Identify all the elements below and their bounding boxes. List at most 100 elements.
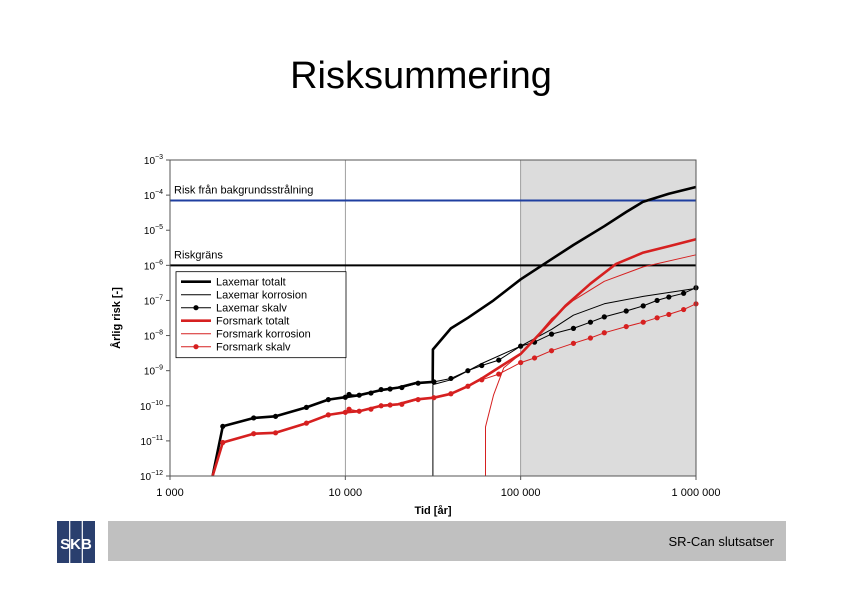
- series-point: [387, 386, 393, 392]
- y-tick-exponent: −6: [155, 259, 163, 266]
- y-tick-exponent: −10: [151, 400, 163, 407]
- y-tick-label: 10−4: [144, 189, 163, 202]
- x-axis-label: Tid [år]: [414, 505, 451, 517]
- plot-frame: [169, 159, 697, 477]
- series-point: [479, 377, 485, 383]
- series-point: [479, 362, 485, 369]
- series-point: [220, 423, 226, 429]
- series-point: [640, 303, 646, 309]
- y-tick-base: 10: [144, 367, 156, 378]
- y-tick-label: 10−6: [144, 259, 163, 272]
- y-tick-label: 10−12: [140, 470, 163, 483]
- series-point: [496, 357, 502, 363]
- x-tick-label: 1 000 000: [672, 487, 721, 499]
- series-point: [346, 391, 352, 398]
- series-point: [601, 314, 607, 320]
- legend-marker: [193, 344, 199, 350]
- series-point: [303, 420, 310, 426]
- legend-label: Laxemar korrosion: [216, 290, 307, 302]
- y-tick-exponent: −12: [151, 470, 163, 477]
- series-point: [272, 430, 279, 436]
- y-tick-exponent: −4: [155, 189, 163, 196]
- y-tick-exponent: −3: [155, 154, 163, 161]
- axis-ticks: 1 000 10 000 100 000 1 000 00010−1210−1110−…: [140, 154, 720, 499]
- series-point: [531, 355, 538, 361]
- reference-line-label: Risk från bakgrundsstrålning: [174, 185, 313, 197]
- series-point: [623, 308, 629, 314]
- series-point: [346, 406, 352, 412]
- series-line-2: [222, 287, 697, 427]
- series-point: [325, 396, 331, 403]
- legend-label: Laxemar totalt: [216, 277, 286, 289]
- series-point: [465, 383, 471, 389]
- legend-label: Forsmark totalt: [216, 316, 289, 328]
- reference-line-label: Riskgräns: [174, 249, 223, 261]
- series-point: [666, 311, 672, 318]
- y-tick-base: 10: [144, 156, 156, 167]
- y-tick-base: 10: [140, 472, 152, 483]
- series-point: [303, 404, 310, 410]
- series-point: [654, 315, 660, 321]
- footer-text: SR-Can slutsatser: [668, 534, 774, 549]
- footer-bar: SR-Can slutsatser: [108, 521, 786, 561]
- series-point: [342, 409, 348, 415]
- x-tick-label: 100 000: [501, 487, 541, 499]
- shaded-region: [520, 160, 696, 476]
- legend-label: Forsmark korrosion: [216, 329, 311, 341]
- y-axis-label: Årlig risk [-]: [110, 287, 123, 349]
- series-point: [368, 406, 374, 412]
- y-tick-exponent: −5: [155, 224, 163, 231]
- y-tick-base: 10: [141, 437, 153, 448]
- series-point: [666, 294, 672, 300]
- series-point: [518, 359, 524, 366]
- series-point: [623, 323, 629, 330]
- series-point: [431, 379, 437, 385]
- series-point: [368, 390, 374, 396]
- series-point: [548, 331, 555, 337]
- series-point: [387, 402, 393, 408]
- series-point: [220, 439, 226, 446]
- skb-logo: SKB: [57, 521, 95, 563]
- logo-text: SKB: [60, 536, 92, 553]
- series-point: [681, 306, 687, 313]
- y-tick-base: 10: [144, 226, 156, 237]
- series-point: [399, 401, 405, 407]
- y-tick-label: 10−7: [144, 294, 163, 307]
- series-line-5: [222, 303, 697, 443]
- legend-box: [175, 271, 347, 359]
- series-point: [356, 408, 362, 414]
- series-point: [518, 343, 524, 349]
- y-tick-exponent: −8: [155, 330, 163, 337]
- y-tick-label: 10−10: [140, 400, 163, 413]
- legend-marker: [193, 305, 199, 311]
- series-line-4: [485, 254, 697, 476]
- series-point: [465, 368, 471, 374]
- series-layer: [211, 185, 699, 477]
- legend-label: Laxemar skalv: [216, 303, 287, 315]
- y-tick-label: 10−9: [144, 365, 163, 378]
- reference-lines: Risk från bakgrundsstrålning Riskgräns: [170, 185, 696, 267]
- slide-title: Risksummering: [290, 55, 552, 97]
- series-point: [570, 325, 577, 331]
- series-point: [356, 392, 362, 398]
- series-point: [640, 319, 646, 325]
- series-point: [570, 340, 577, 346]
- series-point: [587, 335, 594, 341]
- series-point: [378, 386, 384, 393]
- series-point: [431, 395, 437, 401]
- y-tick-label: 10−11: [141, 435, 164, 448]
- series-point: [415, 396, 421, 403]
- y-tick-base: 10: [144, 191, 156, 202]
- series-point: [342, 394, 348, 400]
- y-tick-label: 10−3: [144, 154, 163, 167]
- series-point: [325, 412, 331, 418]
- series-point: [548, 348, 555, 354]
- x-tick-label: 1 000: [156, 487, 184, 499]
- y-tick-base: 10: [144, 296, 156, 307]
- series-point: [448, 391, 454, 397]
- y-tick-base: 10: [140, 402, 152, 413]
- series-point: [654, 297, 660, 304]
- y-tick-label: 10−5: [144, 224, 163, 237]
- y-tick-base: 10: [144, 261, 156, 272]
